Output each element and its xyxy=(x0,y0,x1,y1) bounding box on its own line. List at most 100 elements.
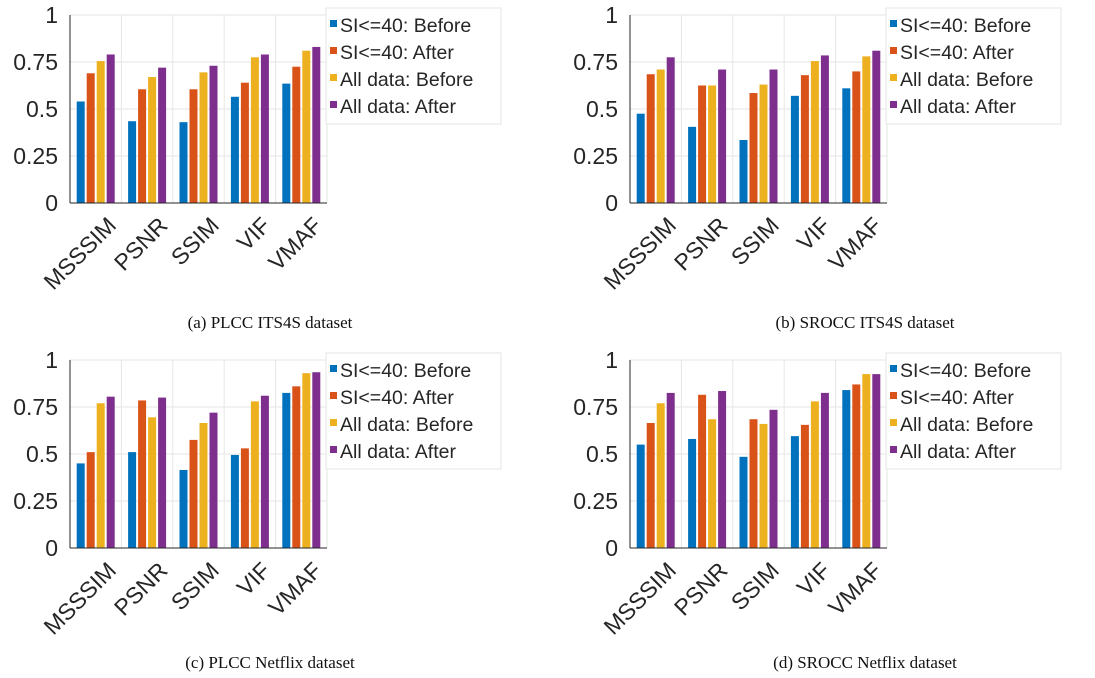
bar-ssim-series-3 xyxy=(199,72,208,203)
bar-vif-series-2 xyxy=(240,82,249,203)
bar-psnr-series-1 xyxy=(688,126,697,203)
legend-label-2: SI<=40: After xyxy=(900,42,1014,64)
bar-vif-series-1 xyxy=(230,96,239,203)
legend-label-2: SI<=40: After xyxy=(340,42,454,64)
bar-ssim-series-1 xyxy=(179,122,188,203)
bar-psnr-series-1 xyxy=(128,121,137,203)
bar-vmaf-series-3 xyxy=(862,56,871,203)
bar-ssim-series-4 xyxy=(769,69,778,204)
legend-label-3: All data: Before xyxy=(340,414,473,436)
bar-msssim-series-2 xyxy=(86,452,95,548)
legend-swatch-3 xyxy=(890,74,897,81)
legend-swatch-4 xyxy=(330,446,337,453)
bar-psnr-series-2 xyxy=(698,85,707,203)
panel-caption: (c) PLCC Netflix dataset xyxy=(185,653,355,672)
bar-ssim-series-4 xyxy=(209,65,218,203)
legend-swatch-3 xyxy=(330,74,337,81)
bar-ssim-series-2 xyxy=(189,439,198,548)
bar-vif-series-1 xyxy=(790,95,799,203)
bar-psnr-series-1 xyxy=(688,438,697,548)
legend-swatch-1 xyxy=(890,20,897,27)
y-tick-label: 0.25 xyxy=(13,143,58,169)
bar-psnr-series-3 xyxy=(708,85,717,203)
legend-swatch-1 xyxy=(330,365,337,372)
x-tick-label-psnr: PSNR xyxy=(669,212,733,276)
bar-vmaf-series-3 xyxy=(302,373,311,548)
bar-ssim-series-4 xyxy=(209,412,218,548)
y-tick-label: 1 xyxy=(605,2,618,28)
bar-vif-series-3 xyxy=(810,401,819,548)
y-tick-label: 1 xyxy=(605,347,618,373)
y-tick-label: 0.75 xyxy=(13,49,58,75)
bar-msssim-series-1 xyxy=(76,101,85,203)
bar-msssim-series-4 xyxy=(666,392,675,548)
y-tick-label: 0 xyxy=(605,535,618,561)
bar-vif-series-3 xyxy=(810,61,819,204)
legend-label-4: All data: After xyxy=(340,96,456,118)
bar-msssim-series-1 xyxy=(636,444,645,548)
bar-msssim-series-4 xyxy=(666,57,675,203)
bar-vmaf-series-3 xyxy=(862,374,871,548)
bar-ssim-series-2 xyxy=(749,93,758,203)
x-tick-label-ssim: SSIM xyxy=(166,557,224,615)
bar-vmaf-series-2 xyxy=(292,386,301,548)
x-tick-label-vif: VIF xyxy=(792,557,836,601)
legend-label-1: SI<=40: Before xyxy=(900,15,1031,37)
bar-msssim-series-2 xyxy=(646,422,655,548)
bar-msssim-series-4 xyxy=(106,396,115,548)
legend-swatch-3 xyxy=(330,419,337,426)
bar-psnr-series-2 xyxy=(138,89,147,203)
legend-swatch-2 xyxy=(330,392,337,399)
legend-label-1: SI<=40: Before xyxy=(340,360,471,382)
y-tick-label: 0.75 xyxy=(573,49,618,75)
bar-vif-series-4 xyxy=(820,55,829,203)
x-tick-label-vif: VIF xyxy=(232,557,276,601)
bar-psnr-series-3 xyxy=(148,77,157,203)
bar-psnr-series-2 xyxy=(138,400,147,548)
legend-label-2: SI<=40: After xyxy=(340,387,454,409)
bar-vmaf-series-1 xyxy=(842,88,851,203)
bar-ssim-series-3 xyxy=(759,423,768,548)
legend-label-3: All data: Before xyxy=(340,69,473,91)
x-tick-label-psnr: PSNR xyxy=(109,212,173,276)
bar-psnr-series-3 xyxy=(708,419,717,548)
bar-msssim-series-3 xyxy=(96,61,105,204)
y-tick-label: 0 xyxy=(605,190,618,216)
legend-label-4: All data: After xyxy=(340,441,456,463)
legend-swatch-1 xyxy=(330,20,337,27)
bar-msssim-series-3 xyxy=(96,403,105,548)
legend-swatch-4 xyxy=(890,446,897,453)
bar-msssim-series-1 xyxy=(76,463,85,548)
bar-msssim-series-4 xyxy=(106,54,115,204)
legend-label-1: SI<=40: Before xyxy=(900,360,1031,382)
legend-swatch-2 xyxy=(890,392,897,399)
bar-vmaf-series-3 xyxy=(302,50,311,203)
bar-vif-series-3 xyxy=(250,57,259,203)
bar-ssim-series-3 xyxy=(759,84,768,203)
x-tick-label-ssim: SSIM xyxy=(726,557,784,615)
legend-box xyxy=(885,352,1062,470)
x-tick-label-vif: VIF xyxy=(792,212,836,256)
bar-vmaf-series-4 xyxy=(312,46,321,204)
legend-label-3: All data: Before xyxy=(900,414,1033,436)
bar-psnr-series-4 xyxy=(158,397,167,548)
x-tick-label-msssim: MSSSIM xyxy=(599,557,682,640)
bar-vif-series-1 xyxy=(790,436,799,548)
legend-swatch-1 xyxy=(890,365,897,372)
y-tick-label: 0 xyxy=(45,190,58,216)
y-tick-label: 0.25 xyxy=(13,488,58,514)
bar-msssim-series-2 xyxy=(86,73,95,203)
legend-label-4: All data: After xyxy=(900,441,1016,463)
y-tick-label: 0 xyxy=(45,535,58,561)
legend-label-3: All data: Before xyxy=(900,69,1033,91)
bar-psnr-series-2 xyxy=(698,394,707,548)
y-tick-label: 0.25 xyxy=(573,143,618,169)
bar-ssim-series-2 xyxy=(189,89,198,203)
x-tick-label-psnr: PSNR xyxy=(109,557,173,621)
bar-vmaf-series-4 xyxy=(872,374,881,548)
bar-vif-series-4 xyxy=(260,395,269,548)
legend-label-4: All data: After xyxy=(900,96,1016,118)
panel-caption: (a) PLCC ITS4S dataset xyxy=(188,313,353,332)
legend-swatch-3 xyxy=(890,419,897,426)
